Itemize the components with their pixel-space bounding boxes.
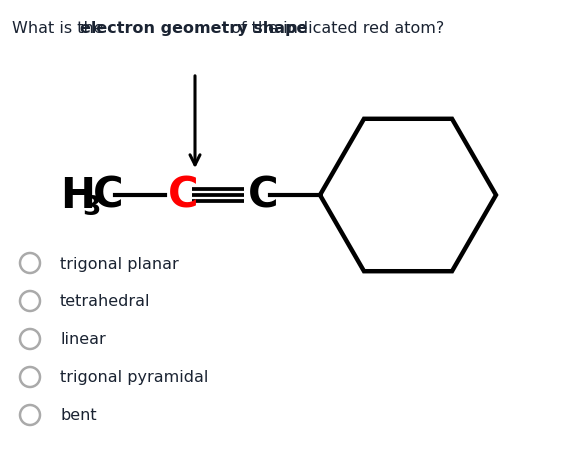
Text: H: H xyxy=(60,175,95,217)
Text: C: C xyxy=(248,175,278,217)
Text: What is the: What is the xyxy=(12,21,109,36)
Text: of the indicated red atom?: of the indicated red atom? xyxy=(226,21,444,36)
Text: trigonal planar: trigonal planar xyxy=(60,256,179,271)
Text: C: C xyxy=(93,175,123,217)
Text: bent: bent xyxy=(60,407,97,423)
Text: electron geometry shape: electron geometry shape xyxy=(80,21,307,36)
Text: linear: linear xyxy=(60,332,106,347)
Text: tetrahedral: tetrahedral xyxy=(60,294,150,309)
Text: 3: 3 xyxy=(82,194,101,220)
Text: trigonal pyramidal: trigonal pyramidal xyxy=(60,369,208,385)
Text: C: C xyxy=(168,175,199,217)
